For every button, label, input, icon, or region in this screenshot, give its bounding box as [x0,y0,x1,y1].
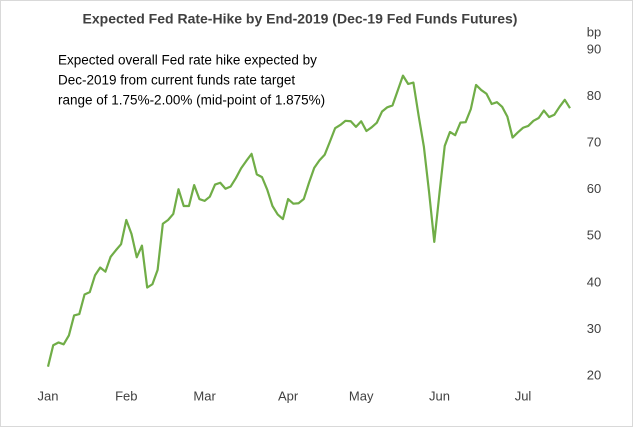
y-tick-label: 30 [587,321,601,336]
y-axis-label: bp [587,24,601,39]
annotation-line: range of 1.75%-2.00% (mid-point of 1.875… [58,93,325,108]
x-tick-label: Jul [515,388,532,403]
y-tick-label: 90 [587,41,601,56]
x-tick-label: Mar [193,388,216,403]
y-tick-label: 20 [587,367,601,382]
annotation-line: Dec-2019 from current funds rate target [58,73,295,88]
y-tick-label: 80 [587,88,601,103]
y-tick-label: 60 [587,181,601,196]
chart-title: Expected Fed Rate-Hike by End-2019 (Dec-… [83,11,518,27]
x-tick-label: Apr [278,388,299,403]
x-tick-label: May [349,388,374,403]
y-tick-label: 50 [587,228,601,243]
annotation-line: Expected overall Fed rate hike expected … [58,53,317,68]
y-tick-label: 40 [587,274,601,289]
data-line [46,74,571,367]
x-tick-label: Jan [38,388,59,403]
x-tick-label: Feb [115,388,137,403]
y-tick-label: 70 [587,135,601,150]
x-tick-label: Jun [429,388,450,403]
